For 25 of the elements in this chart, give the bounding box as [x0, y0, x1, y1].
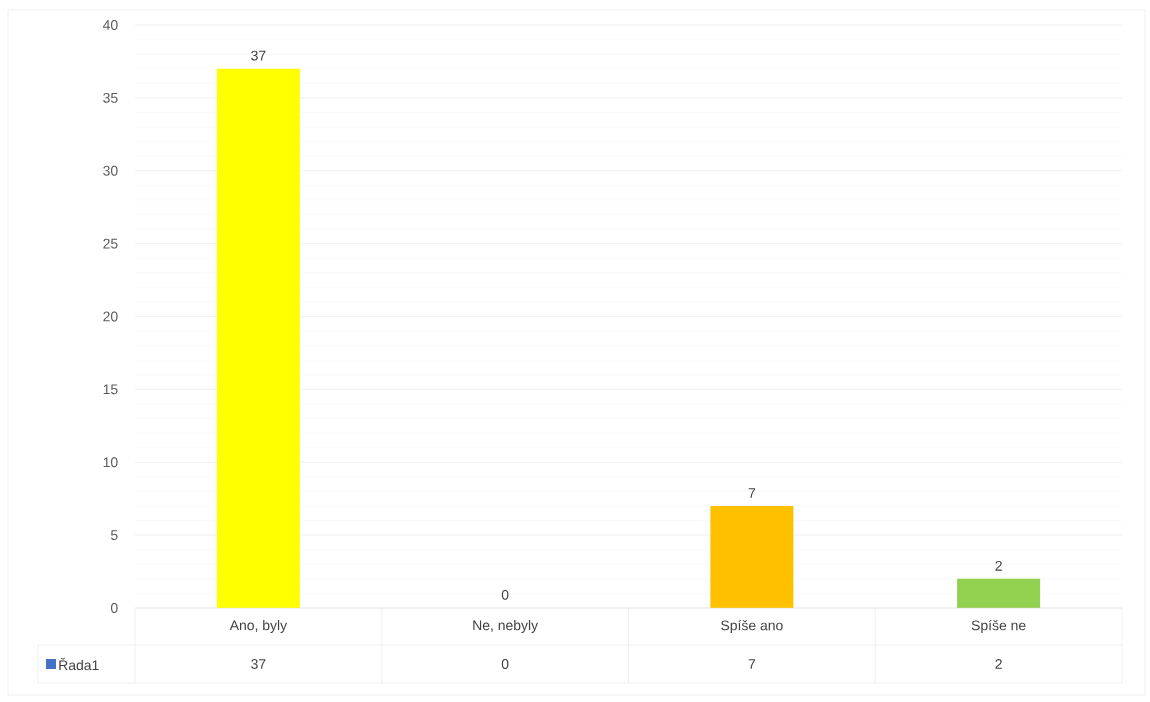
y-tick-label: 25 — [103, 238, 118, 249]
text: Řada1 — [59, 657, 99, 671]
data-label: 2 — [995, 659, 1002, 669]
data-label: 7 — [748, 659, 756, 669]
x-tick-label: Spíše ne — [971, 619, 1026, 634]
x-tick-label: Ne, nebyly — [473, 619, 539, 633]
y-tick-label: 40 — [102, 20, 118, 30]
y-tick-label: 30 — [103, 165, 118, 176]
y-tick-label: 0 — [110, 603, 118, 613]
text: 2 — [995, 560, 1002, 571]
bar — [710, 505, 794, 608]
data-label: 0 — [501, 659, 509, 669]
y-tick-label: 5 — [110, 530, 118, 540]
text: 7 — [748, 488, 756, 498]
y-tick-label: 15 — [103, 384, 118, 395]
y-tick-label: 10 — [103, 457, 118, 468]
y-tick-label: 35 — [103, 92, 118, 103]
text: 0 — [501, 589, 509, 600]
y-tick-label: 20 — [103, 311, 118, 322]
bar — [216, 68, 300, 608]
x-tick-label: Ano, byly — [229, 619, 288, 633]
text: 37 — [251, 50, 266, 61]
x-tick-label: Spíše ano — [721, 619, 783, 634]
data-label: 37 — [251, 659, 266, 669]
bar — [957, 578, 1041, 608]
